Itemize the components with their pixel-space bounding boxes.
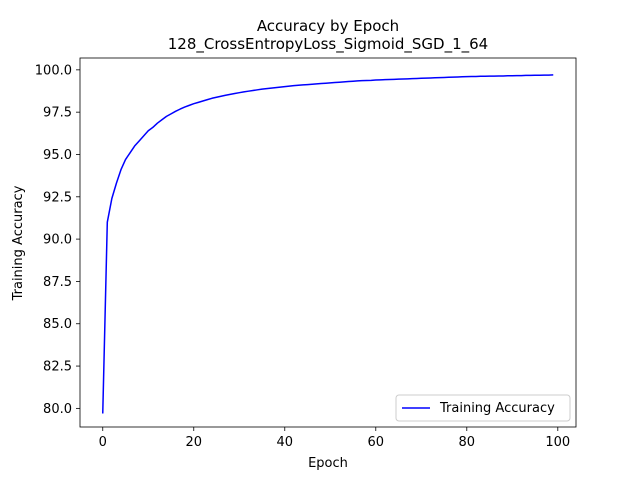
y-tick-label: 85.0 xyxy=(43,317,72,332)
series-line-0 xyxy=(102,74,554,414)
chart-title: Accuracy by Epoch xyxy=(257,17,399,35)
y-tick-label: 80.0 xyxy=(43,402,72,417)
y-tick-label: 87.5 xyxy=(43,275,72,290)
x-axis-ticks: 0 20 40 60 80 100 xyxy=(99,427,570,450)
y-tick-label: 82.5 xyxy=(43,360,72,375)
y-axis-label: Training Accuracy xyxy=(11,185,26,301)
x-tick-label: 20 xyxy=(185,435,202,450)
y-axis-ticks: 80.0 82.5 85.0 87.5 90.0 92.5 95.0 97.5 100.0 xyxy=(35,63,80,417)
chart-subtitle: 128_CrossEntropyLoss_Sigmoid_SGD_1_64 xyxy=(168,35,488,54)
x-tick-label: 40 xyxy=(276,435,293,450)
legend-box xyxy=(395,394,571,422)
legend: Training Accuracy xyxy=(395,394,571,422)
y-tick-label: 90.0 xyxy=(43,233,72,248)
plot-area xyxy=(79,57,577,428)
x-tick-label: 100 xyxy=(545,435,570,450)
y-tick-label: 95.0 xyxy=(43,148,72,163)
x-tick-label: 0 xyxy=(99,435,107,450)
axes-frame xyxy=(79,57,577,428)
legend-label: Training Accuracy xyxy=(439,401,555,416)
x-tick-label: 60 xyxy=(368,435,385,450)
y-tick-label: 92.5 xyxy=(43,190,72,205)
x-tick-label: 80 xyxy=(459,435,476,450)
y-tick-label: 100.0 xyxy=(35,63,72,78)
x-axis-label: Epoch xyxy=(308,456,348,471)
y-tick-label: 97.5 xyxy=(43,106,72,121)
